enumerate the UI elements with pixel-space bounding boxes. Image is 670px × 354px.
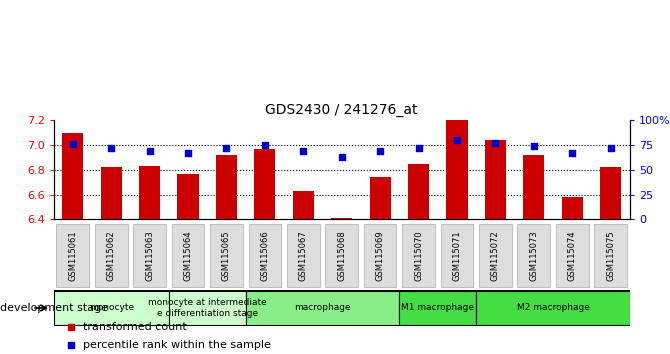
Bar <box>293 191 314 219</box>
FancyBboxPatch shape <box>364 224 397 287</box>
Bar <box>331 218 352 219</box>
Text: GSM115063: GSM115063 <box>145 230 154 281</box>
Text: GSM115071: GSM115071 <box>452 230 462 281</box>
Text: percentile rank within the sample: percentile rank within the sample <box>83 340 271 350</box>
Bar <box>62 133 83 219</box>
FancyBboxPatch shape <box>476 291 630 325</box>
Text: GSM115061: GSM115061 <box>68 230 77 281</box>
FancyBboxPatch shape <box>556 224 588 287</box>
Point <box>66 342 76 348</box>
FancyBboxPatch shape <box>479 224 512 287</box>
Bar <box>139 166 160 219</box>
Text: development stage: development stage <box>0 303 108 313</box>
FancyBboxPatch shape <box>246 291 399 325</box>
FancyBboxPatch shape <box>54 291 169 325</box>
Point <box>144 148 155 154</box>
Point <box>490 140 500 146</box>
Bar <box>370 177 391 219</box>
Text: GSM115072: GSM115072 <box>491 230 500 281</box>
Bar <box>100 167 122 219</box>
Text: GSM115070: GSM115070 <box>414 230 423 281</box>
FancyBboxPatch shape <box>402 224 435 287</box>
Point <box>259 142 270 148</box>
Point <box>336 154 347 160</box>
FancyBboxPatch shape <box>594 224 627 287</box>
Bar <box>600 167 621 219</box>
Point <box>605 145 616 151</box>
Text: GSM115074: GSM115074 <box>567 230 577 281</box>
Bar <box>561 197 583 219</box>
Text: GSM115064: GSM115064 <box>184 230 192 281</box>
FancyBboxPatch shape <box>169 291 246 325</box>
FancyBboxPatch shape <box>517 224 550 287</box>
Bar <box>408 164 429 219</box>
Text: monocyte at intermediate
e differentiation stage: monocyte at intermediate e differentiati… <box>148 298 267 318</box>
FancyBboxPatch shape <box>287 224 320 287</box>
FancyBboxPatch shape <box>172 224 204 287</box>
Text: GSM115067: GSM115067 <box>299 230 308 281</box>
Text: GSM115068: GSM115068 <box>337 230 346 281</box>
Text: GSM115066: GSM115066 <box>261 230 269 281</box>
Text: M2 macrophage: M2 macrophage <box>517 303 590 313</box>
FancyBboxPatch shape <box>441 224 473 287</box>
FancyBboxPatch shape <box>133 224 166 287</box>
Bar <box>178 174 198 219</box>
Point <box>375 148 385 154</box>
Bar <box>523 155 544 219</box>
Point <box>106 145 117 151</box>
Point <box>529 143 539 149</box>
Point <box>68 141 78 147</box>
Text: GSM115062: GSM115062 <box>107 230 116 281</box>
Point <box>413 145 424 151</box>
Text: GSM115075: GSM115075 <box>606 230 615 281</box>
Text: GSM115065: GSM115065 <box>222 230 231 281</box>
Text: GSM115073: GSM115073 <box>529 230 538 281</box>
Text: GSM115069: GSM115069 <box>376 230 385 281</box>
Text: macrophage: macrophage <box>294 303 351 313</box>
Text: monocyte: monocyte <box>88 303 134 313</box>
Point <box>221 145 232 151</box>
Title: GDS2430 / 241276_at: GDS2430 / 241276_at <box>265 103 418 116</box>
Point <box>567 150 578 156</box>
FancyBboxPatch shape <box>210 224 243 287</box>
FancyBboxPatch shape <box>326 224 358 287</box>
Point <box>183 150 194 156</box>
Text: transformed count: transformed count <box>83 322 187 332</box>
FancyBboxPatch shape <box>95 224 127 287</box>
Bar <box>446 120 468 219</box>
FancyBboxPatch shape <box>249 224 281 287</box>
Point <box>298 148 309 154</box>
Point <box>452 137 462 143</box>
FancyBboxPatch shape <box>399 291 476 325</box>
Bar <box>216 155 237 219</box>
FancyBboxPatch shape <box>56 224 89 287</box>
Point <box>66 325 76 330</box>
Text: M1 macrophage: M1 macrophage <box>401 303 474 313</box>
Bar <box>485 140 506 219</box>
Bar <box>255 149 275 219</box>
